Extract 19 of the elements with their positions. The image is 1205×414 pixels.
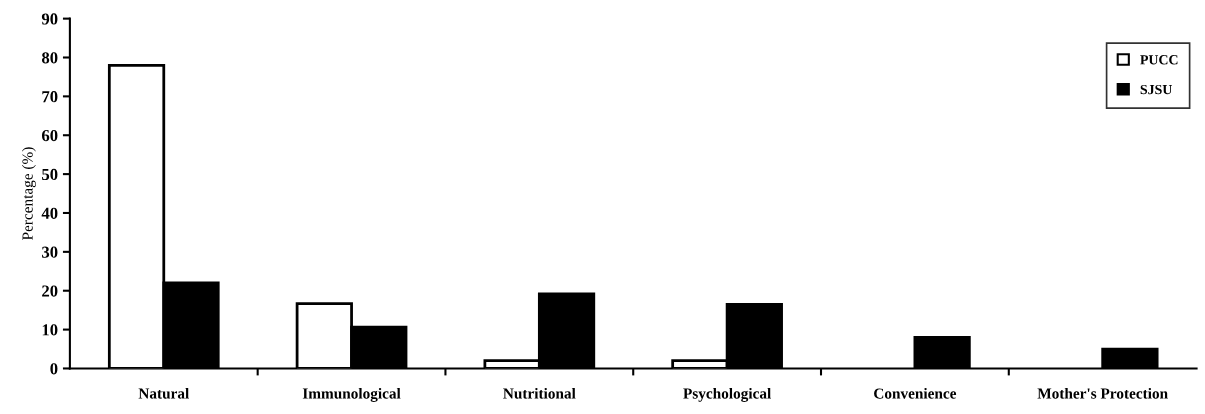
y-tick-label: 10 xyxy=(42,324,58,336)
y-tick-label: 30 xyxy=(42,246,58,258)
x-tick-label: Convenience xyxy=(874,387,957,399)
x-tick-label: Immunological xyxy=(302,387,401,402)
y-tick-label: 90 xyxy=(41,13,58,25)
y-tick-label: 40 xyxy=(41,207,58,219)
x-tick-label: Natural xyxy=(138,387,189,399)
y-tick-label: 20 xyxy=(42,285,58,297)
x-tick-label: Nutritional xyxy=(503,387,576,399)
y-tick-label: 80 xyxy=(41,52,58,64)
y-tick-label: 60 xyxy=(41,129,58,142)
legend-label: PUCC xyxy=(1140,55,1178,65)
x-tick-label: Mother's Protection xyxy=(1037,387,1168,399)
y-tick-label: 0 xyxy=(50,363,58,375)
y-tick-label: 50 xyxy=(42,168,58,181)
legend-label: SJSU xyxy=(1140,84,1173,95)
y-tick-label: 70 xyxy=(42,91,58,103)
y-axis-title: Percentage (%) xyxy=(21,147,36,240)
x-tick-label: Psychological xyxy=(683,387,771,402)
